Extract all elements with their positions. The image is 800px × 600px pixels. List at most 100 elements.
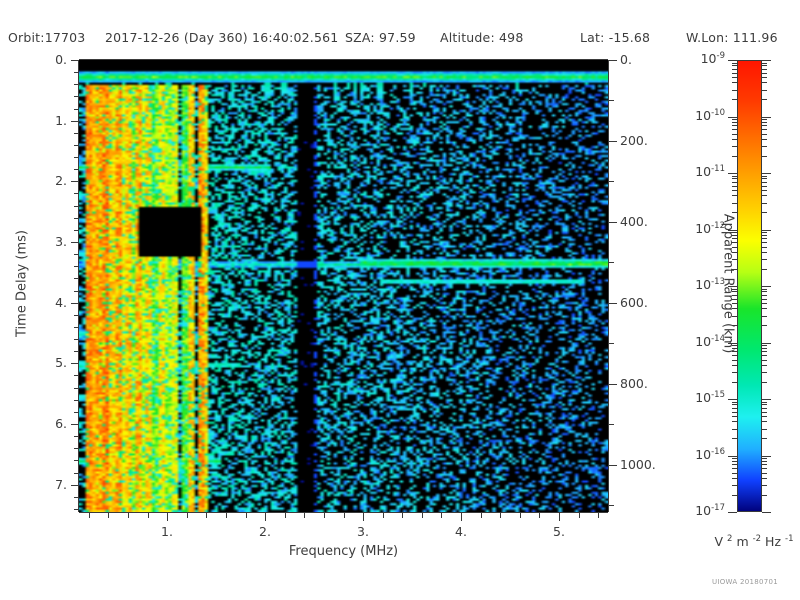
colorbar-tick-label: 10-14 xyxy=(695,334,725,350)
colorbar-minor-tick xyxy=(762,232,767,233)
y-right-major-tick xyxy=(609,222,617,223)
colorbar-minor-tick-left xyxy=(732,412,737,413)
colorbar-minor-tick-left xyxy=(732,355,737,356)
y-left-minor-tick xyxy=(74,218,79,219)
colorbar-minor-tick xyxy=(762,129,767,130)
colorbar-minor-tick xyxy=(762,464,767,465)
colorbar-major-tick-right xyxy=(762,343,771,344)
x-minor-tick xyxy=(304,513,305,518)
colorbar-minor-tick-left xyxy=(732,325,737,326)
colorbar-minor-tick-left xyxy=(732,308,737,309)
x-minor-tick xyxy=(324,513,325,518)
header-field-2: SZA: 97.59 xyxy=(345,30,416,45)
y-right-minor-tick xyxy=(609,262,614,263)
x-major-tick xyxy=(265,513,266,521)
y-left-minor-tick xyxy=(74,278,79,279)
y-left-minor-tick xyxy=(74,412,79,413)
colorbar-minor-tick-left xyxy=(732,316,737,317)
ionogram-plot-area xyxy=(79,60,608,512)
colorbar-minor-tick-left xyxy=(732,122,737,123)
y-right-major-tick xyxy=(609,465,617,466)
colorbar-minor-tick xyxy=(762,408,767,409)
colorbar-minor-tick xyxy=(762,259,767,260)
x-minor-tick xyxy=(108,513,109,518)
colorbar-minor-tick xyxy=(762,412,767,413)
colorbar-major-tick xyxy=(728,230,737,231)
colorbar-minor-tick-left xyxy=(732,429,737,430)
ionogram-heatmap xyxy=(79,60,608,512)
colorbar-major-tick-right xyxy=(762,399,771,400)
colorbar-minor-tick-left xyxy=(732,235,737,236)
colorbar-minor-tick xyxy=(762,345,767,346)
colorbar-minor-tick-left xyxy=(732,212,737,213)
colorbar-minor-tick xyxy=(762,438,767,439)
colorbar-minor-tick xyxy=(762,90,767,91)
colorbar-minor-tick-left xyxy=(732,77,737,78)
x-minor-tick xyxy=(383,513,384,518)
y-left-tick-label: 7. xyxy=(55,477,67,492)
colorbar-minor-tick xyxy=(762,468,767,469)
colorbar-minor-tick xyxy=(762,203,767,204)
colorbar-minor-tick xyxy=(762,125,767,126)
colorbar-minor-tick xyxy=(762,139,767,140)
colorbar-minor-tick xyxy=(762,82,767,83)
y-left-major-tick xyxy=(71,60,79,61)
y-right-minor-tick xyxy=(609,343,614,344)
colorbar-minor-tick xyxy=(762,308,767,309)
colorbar-minor-tick xyxy=(762,212,767,213)
colorbar-minor-tick xyxy=(762,458,767,459)
colorbar-minor-tick xyxy=(762,247,767,248)
y-right-minor-tick xyxy=(609,424,614,425)
colorbar-minor-tick xyxy=(762,195,767,196)
y-left-tick-label: 2. xyxy=(55,173,67,188)
watermark: UIOWA 20180701 xyxy=(711,578,779,586)
y-left-minor-tick xyxy=(74,157,79,158)
colorbar-minor-tick xyxy=(762,176,767,177)
colorbar-minor-tick xyxy=(762,402,767,403)
colorbar-minor-tick-left xyxy=(732,360,737,361)
colorbar-minor-tick xyxy=(762,186,767,187)
x-tick-label: 5. xyxy=(553,524,565,539)
colorbar-minor-tick-left xyxy=(732,416,737,417)
y-right-tick-label: 1000. xyxy=(620,457,656,472)
colorbar-minor-tick-left xyxy=(732,69,737,70)
colorbar-minor-tick-left xyxy=(732,134,737,135)
x-minor-tick xyxy=(285,513,286,518)
colorbar-minor-tick xyxy=(762,473,767,474)
header-field-3: Altitude: 498 xyxy=(440,30,524,45)
colorbar-minor-tick xyxy=(762,182,767,183)
y-right-tick-label: 800. xyxy=(620,376,648,391)
x-minor-tick xyxy=(520,513,521,518)
colorbar-minor-tick xyxy=(762,478,767,479)
colorbar-minor-tick xyxy=(762,269,767,270)
colorbar-minor-tick xyxy=(762,77,767,78)
y-left-major-tick xyxy=(71,485,79,486)
colorbar-minor-tick-left xyxy=(732,146,737,147)
colorbar-minor-tick-left xyxy=(732,242,737,243)
colorbar-minor-tick-left xyxy=(732,404,737,405)
colorbar-minor-tick xyxy=(762,303,767,304)
x-major-tick xyxy=(559,513,560,521)
y-left-minor-tick xyxy=(74,96,79,97)
colorbar-major-tick xyxy=(728,456,737,457)
x-minor-tick xyxy=(344,513,345,518)
colorbar-major-tick-right xyxy=(762,230,771,231)
colorbar-minor-tick xyxy=(762,421,767,422)
colorbar-minor-tick xyxy=(762,122,767,123)
y-left-minor-tick xyxy=(74,145,79,146)
colorbar-minor-tick-left xyxy=(732,495,737,496)
colorbar-minor-tick xyxy=(762,365,767,366)
colorbar-minor-tick xyxy=(762,495,767,496)
colorbar-minor-tick xyxy=(762,289,767,290)
y-right-minor-tick xyxy=(609,505,614,506)
y-right-major-tick xyxy=(609,303,617,304)
metadata-header: Orbit:17703 2017-12-26 (Day 360) 16:40:02… xyxy=(0,30,800,50)
y-axis-left-title: Time Delay (ms) xyxy=(14,230,30,337)
colorbar-major-tick-right xyxy=(762,456,771,457)
x-minor-tick xyxy=(148,513,149,518)
colorbar-tick-label: 10-16 xyxy=(695,447,725,463)
x-axis-top-line xyxy=(79,59,608,60)
colorbar-minor-tick xyxy=(762,360,767,361)
y-left-tick-label: 1. xyxy=(55,113,67,128)
colorbar-minor-tick-left xyxy=(732,119,737,120)
